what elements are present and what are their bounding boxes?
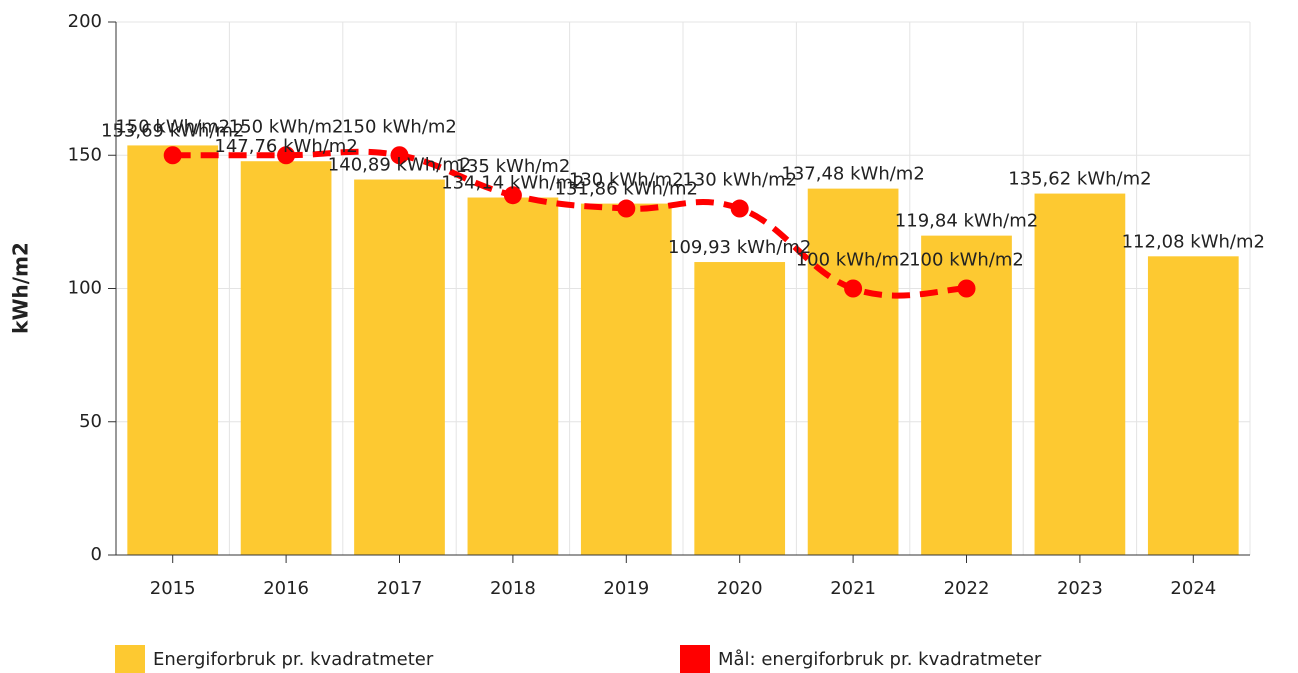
- data-label: 135,62 kWh/m2: [1008, 169, 1151, 190]
- x-tick-label: 2017: [377, 578, 423, 599]
- y-tick-label: 200: [68, 11, 102, 32]
- marker: [730, 199, 749, 218]
- legend-swatch: [115, 645, 145, 673]
- bar: [127, 145, 219, 556]
- marker: [503, 186, 522, 205]
- lines: [163, 146, 976, 299]
- x-tick-label: 2023: [1057, 578, 1103, 599]
- marker: [163, 146, 182, 165]
- x-tick-label: 2019: [603, 578, 649, 599]
- y-tick-label: 150: [68, 144, 102, 165]
- y-tick-label: 100: [68, 278, 102, 299]
- marker: [390, 146, 409, 165]
- y-tick-label: 0: [91, 544, 102, 565]
- x-tick-label: 2021: [830, 578, 876, 599]
- x-tick-label: 2016: [263, 578, 309, 599]
- bar: [240, 161, 332, 555]
- data-label: 100 kWh/m2: [796, 250, 911, 271]
- bars: [127, 145, 1239, 556]
- bar: [580, 203, 672, 556]
- data-label: 119,84 kWh/m2: [895, 211, 1038, 232]
- marker: [617, 199, 636, 218]
- data-label: 150 kWh/m2: [115, 116, 230, 137]
- x-tick-label: 2018: [490, 578, 536, 599]
- data-label: 135 kWh/m2: [456, 156, 571, 177]
- data-label: 140,89 kWh/m2: [328, 155, 471, 176]
- x-tick-label: 2022: [944, 578, 990, 599]
- legend-swatch: [680, 645, 710, 673]
- data-label: 153,69 kWh/m2: [101, 120, 244, 141]
- bar: [694, 262, 786, 555]
- bar: [1034, 193, 1126, 555]
- marker: [957, 279, 976, 298]
- data-label: 100 kWh/m2: [909, 250, 1024, 271]
- legend-label: Mål: energiforbruk pr. kvadratmeter: [718, 649, 1042, 670]
- data-label: 147,76 kWh/m2: [214, 136, 357, 157]
- bar: [467, 197, 559, 555]
- marker: [277, 146, 296, 165]
- data-label: 131,86 kWh/m2: [555, 179, 698, 200]
- data-label: 150 kWh/m2: [342, 116, 457, 137]
- marker: [844, 279, 863, 298]
- y-axis-label: kWh/m2: [9, 242, 33, 334]
- x-tick-label: 2020: [717, 578, 763, 599]
- x-tick-label: 2024: [1170, 578, 1216, 599]
- data-label: 130 kWh/m2: [682, 170, 797, 191]
- bar: [807, 188, 899, 556]
- data-label: 150 kWh/m2: [229, 116, 344, 137]
- legend-label: Energiforbruk pr. kvadratmeter: [153, 649, 434, 670]
- data-label: 112,08 kWh/m2: [1122, 231, 1265, 252]
- data-label: 109,93 kWh/m2: [668, 237, 811, 258]
- data-label: 137,48 kWh/m2: [781, 164, 924, 185]
- data-label: 134,14 kWh/m2: [441, 173, 584, 194]
- data-label: 130 kWh/m2: [569, 170, 684, 191]
- y-tick-label: 50: [79, 411, 102, 432]
- bar: [1147, 256, 1239, 555]
- bar: [354, 179, 445, 556]
- x-tick-label: 2015: [150, 578, 196, 599]
